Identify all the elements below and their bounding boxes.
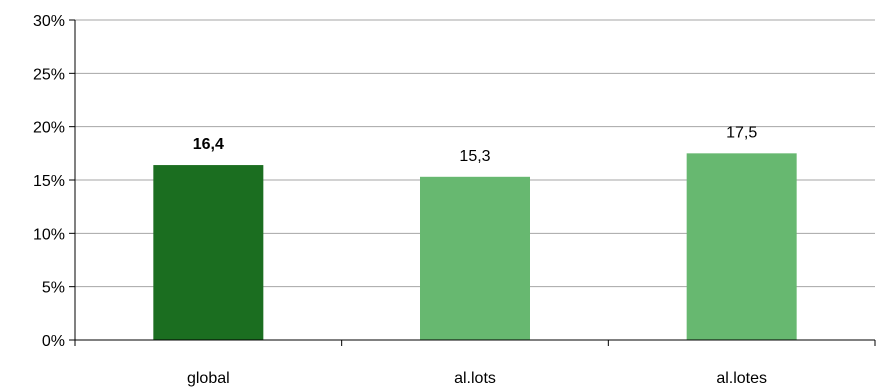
y-tick-label: 15% [33, 173, 65, 190]
y-tick-label: 5% [42, 280, 65, 297]
y-tick-label: 25% [33, 66, 65, 83]
bar-global [153, 165, 264, 340]
y-tick-label: 30% [33, 13, 65, 30]
data-label: 16,4 [193, 136, 224, 153]
data-label: 17,5 [726, 124, 757, 141]
x-category-label: al.lots [454, 370, 496, 387]
y-tick-label: 10% [33, 226, 65, 243]
x-category-label: global [187, 370, 230, 387]
bars [153, 153, 797, 340]
axes [74, 20, 876, 346]
x-axis-category-labels: global al.lots al.lotes [187, 370, 767, 387]
y-tick-label: 20% [33, 120, 65, 137]
bar-al-lots [420, 176, 530, 340]
y-axis-tick-labels: 0% 5% 10% 15% 20% 25% 30% [33, 13, 75, 350]
bar-al-lotes [686, 153, 797, 340]
x-category-label: al.lotes [716, 370, 767, 387]
y-tick-label: 0% [42, 333, 65, 350]
data-labels: 16,4 15,3 17,5 [193, 124, 758, 164]
data-label: 15,3 [459, 148, 490, 165]
